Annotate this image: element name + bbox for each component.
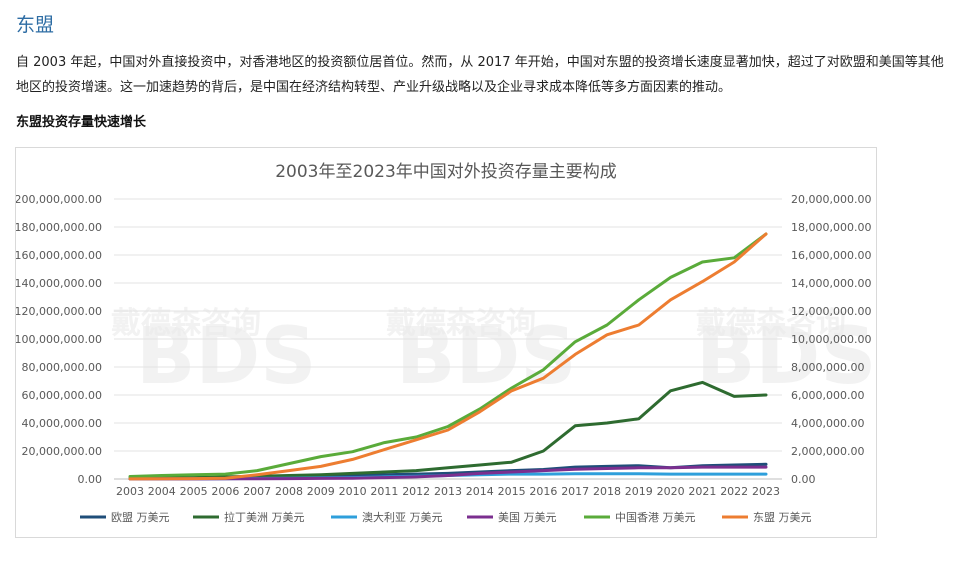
x-tick-label: 2008 (275, 485, 303, 498)
y-left-tick-label: 160,000,000.00 (16, 249, 102, 262)
chart-heading: 东盟投资存量快速增长 (16, 115, 147, 130)
watermark-logo: BDS (136, 312, 316, 402)
x-tick-label: 2009 (307, 485, 335, 498)
legend-label: 拉丁美洲 万美元 (224, 510, 305, 524)
series-line (128, 232, 768, 481)
legend-label: 东盟 万美元 (753, 511, 812, 524)
watermark-logo: BDS (696, 312, 876, 402)
x-tick-label: 2012 (402, 485, 430, 498)
y-right-tick-label: 16,000,000.00 (791, 249, 871, 262)
y-right-tick-label: 12,000,000.00 (791, 305, 871, 318)
x-tick-label: 2023 (752, 485, 780, 498)
y-right-tick-label: 4,000,000.00 (791, 417, 864, 430)
y-right-tick-label: 0.00 (791, 473, 816, 486)
y-left-tick-label: 100,000,000.00 (16, 333, 102, 346)
x-tick-label: 2011 (370, 485, 398, 498)
x-tick-label: 2021 (688, 485, 716, 498)
x-tick-label: 2015 (498, 485, 526, 498)
x-tick-label: 2018 (593, 485, 621, 498)
y-left-tick-label: 200,000,000.00 (16, 193, 102, 206)
x-tick-label: 2013 (434, 485, 462, 498)
x-tick-label: 2016 (529, 485, 557, 498)
watermark-text: 戴德森咨询 (111, 306, 261, 341)
y-right-tick-label: 2,000,000.00 (791, 445, 864, 458)
x-tick-label: 2006 (211, 485, 239, 498)
watermark-logo: BDS (396, 312, 576, 402)
y-left-tick-label: 180,000,000.00 (16, 221, 102, 234)
x-tick-label: 2017 (561, 485, 589, 498)
legend-label: 美国 万美元 (498, 511, 557, 524)
x-tick-label: 2019 (625, 485, 653, 498)
y-left-tick-label: 80,000,000.00 (22, 361, 102, 374)
y-left-tick-label: 20,000,000.00 (22, 445, 102, 458)
x-tick-label: 2010 (339, 485, 367, 498)
legend-label: 欧盟 万美元 (111, 511, 170, 524)
watermark-text: 戴德森咨询 (696, 306, 846, 341)
y-right-tick-label: 18,000,000.00 (791, 221, 871, 234)
chart-container: BDS BDS BDS 戴德森咨询 戴德森咨询 戴德森咨询 2003年至2023年中国对外投… (15, 147, 877, 538)
y-left-tick-label: 140,000,000.00 (16, 277, 102, 290)
y-right-tick-label: 14,000,000.00 (791, 277, 871, 290)
section-title: 东盟 (16, 14, 55, 36)
series-line (128, 465, 768, 481)
y-left-tick-label: 40,000,000.00 (22, 417, 102, 430)
series-line (128, 232, 768, 478)
y-right-tick-label: 8,000,000.00 (791, 361, 864, 374)
legend-label: 澳大利亚 万美元 (362, 510, 443, 524)
y-left-tick-label: 120,000,000.00 (16, 305, 102, 318)
x-tick-label: 2007 (243, 485, 271, 498)
chart-title: 2003年至2023年中国对外投资存量主要构成 (275, 162, 617, 182)
x-tick-label: 2022 (720, 485, 748, 498)
y-right-tick-label: 6,000,000.00 (791, 389, 864, 402)
y-left-tick-label: 0.00 (78, 473, 103, 486)
y-right-tick-label: 20,000,000.00 (791, 193, 871, 206)
legend-label: 中国香港 万美元 (615, 511, 696, 524)
x-tick-label: 2004 (148, 485, 176, 498)
y-right-tick-label: 10,000,000.00 (791, 333, 871, 346)
watermark-text: 戴德森咨询 (386, 306, 536, 341)
x-tick-label: 2005 (180, 485, 208, 498)
x-tick-label: 2003 (116, 485, 144, 498)
intro-paragraph: 自 2003 年起，中国对外直接投资中，对香港地区的投资额位居首位。然而，从 2… (16, 55, 944, 95)
x-tick-label: 2014 (466, 485, 494, 498)
y-left-tick-label: 60,000,000.00 (22, 389, 102, 402)
x-tick-label: 2020 (657, 485, 685, 498)
